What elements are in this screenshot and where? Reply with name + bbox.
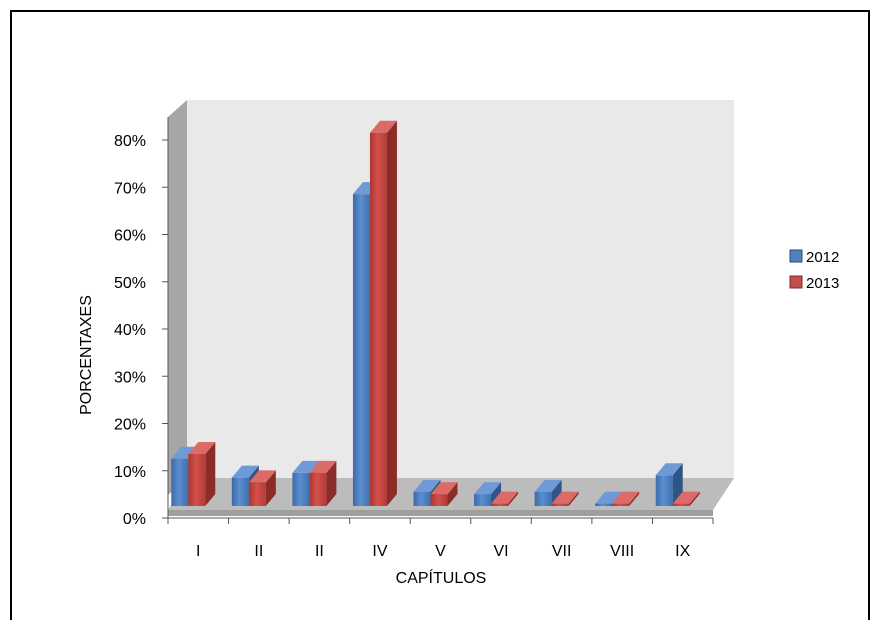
y-tick-label: 40% (114, 322, 146, 339)
legend-label-2012: 2012 (806, 249, 839, 266)
legend-swatch-2013 (789, 275, 803, 289)
bars-group (171, 120, 700, 506)
bar-top-face (430, 482, 458, 495)
bar-top-face (369, 120, 397, 133)
bar-top-face (551, 491, 579, 504)
bar-top-face (612, 491, 640, 504)
bar-top-face (413, 479, 441, 492)
bar-top-face (672, 491, 700, 504)
bar-2013-II (248, 470, 276, 506)
bar-side-face (447, 482, 458, 506)
y-tick-label: 50% (114, 275, 146, 292)
x-tick-label: IV (372, 543, 387, 560)
bar-top-face (474, 482, 502, 495)
y-axis-ticks: 0% 10% 20% 30% 40% 50% 60% 70% 80% (114, 133, 168, 528)
chart-frame (10, 10, 870, 620)
y-tick-label: 10% (114, 464, 146, 481)
bar-top-face (655, 463, 683, 476)
bar-2013-VII (551, 491, 579, 506)
x-tick-label: VI (493, 543, 508, 560)
bar-side-face (689, 491, 700, 506)
bar-side-face (629, 491, 640, 506)
chart-side-wall (168, 100, 187, 495)
bar-side-face (491, 482, 502, 506)
y-tick-label: 70% (114, 180, 146, 197)
x-axis-ticks: I II II IV V VI VII VIII IX (167, 518, 714, 560)
chart-floor-edge (168, 510, 713, 516)
x-tick-label: II (315, 543, 324, 560)
bar-front-face (595, 503, 613, 506)
bar-top-face (309, 460, 337, 473)
bar-front-face (534, 491, 552, 506)
bar-2013-II (309, 460, 337, 506)
bar-side-face (386, 120, 397, 506)
bar-side-face (265, 470, 276, 506)
bar-front-face (369, 132, 387, 506)
bar-top-face (491, 491, 519, 504)
bar-front-face (655, 475, 673, 506)
bar-front-face (248, 482, 266, 506)
bar-2013-I (188, 442, 216, 506)
y-tick-label: 20% (114, 417, 146, 434)
bar-top-face (292, 460, 320, 473)
bar-side-face (508, 491, 519, 506)
y-axis-title: PORCENTAXES (78, 295, 95, 415)
bar-top-face (171, 446, 199, 459)
legend: 2012 2013 (789, 249, 839, 292)
x-axis-title: CAPÍTULOS (396, 568, 487, 587)
bar-2012-VII (534, 479, 562, 506)
chart-back-wall (187, 100, 734, 478)
x-tick-label: I (196, 543, 200, 560)
bar-side-face (205, 442, 216, 506)
bar-side-face (568, 491, 579, 506)
legend-label-2013: 2013 (806, 275, 839, 292)
bar-2013-VI (491, 491, 519, 506)
legend-swatch-2012 (789, 249, 803, 263)
bar-front-face (292, 472, 310, 506)
bar-top-face (248, 470, 276, 483)
bar-front-face (171, 458, 189, 506)
bar-front-face (430, 494, 448, 506)
y-tick-label: 0% (123, 511, 146, 528)
bar-2012-IX (655, 463, 683, 506)
bar-2013-VIII (612, 491, 640, 506)
bar-side-face (551, 479, 562, 506)
x-tick-label: VIII (610, 543, 634, 560)
x-tick-label: IX (675, 543, 690, 560)
bar-front-face (612, 503, 630, 506)
y-tick-label: 60% (114, 228, 146, 245)
bar-top-face (188, 442, 216, 455)
bar-front-face (188, 454, 206, 506)
y-tick-label: 30% (114, 369, 146, 386)
bar-2013-V (430, 482, 458, 506)
bar-top-face (534, 479, 562, 492)
x-tick-label: VII (552, 543, 572, 560)
bar-2013-IX (672, 491, 700, 506)
bar-top-face (231, 465, 259, 478)
x-tick-label: II (254, 543, 263, 560)
bar-front-face (352, 194, 370, 506)
bar-top-face (595, 491, 623, 504)
bar-front-face (672, 503, 690, 506)
bar-front-face (231, 477, 249, 506)
bar-front-face (474, 494, 492, 506)
bar-side-face (326, 460, 337, 506)
x-tick-label: V (435, 543, 446, 560)
bar-2013-IV (369, 120, 397, 506)
bar-front-face (491, 503, 509, 506)
y-tick-label: 80% (114, 133, 146, 150)
bar-front-face (413, 491, 431, 506)
bar-2012-VI (474, 482, 502, 506)
bar-front-face (309, 472, 327, 506)
bar-front-face (551, 503, 569, 506)
